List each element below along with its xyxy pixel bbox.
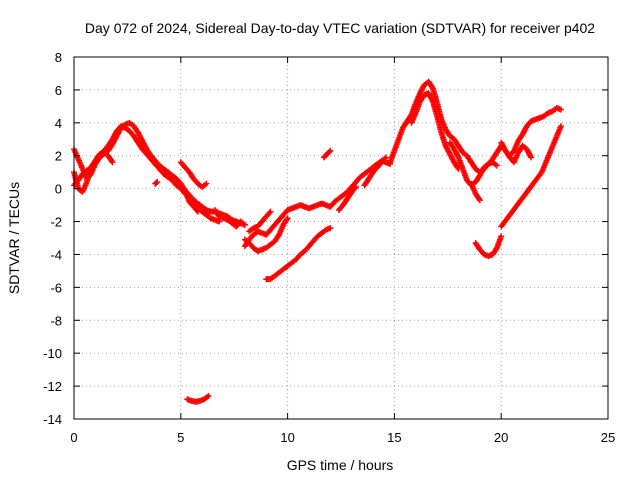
y-tick-label: -12 (43, 379, 62, 394)
data-point (498, 233, 505, 240)
data-point (327, 225, 334, 232)
x-tick-label: 10 (280, 430, 294, 445)
data-point (558, 106, 565, 113)
y-tick-label: 6 (55, 83, 62, 98)
y-tick-label: 4 (55, 116, 62, 131)
y-axis-label: SDTVAR / TECUs (6, 182, 22, 294)
series-track-o (361, 154, 389, 189)
series-track-f (182, 187, 201, 215)
data-point (558, 123, 565, 130)
y-tick-label: -4 (50, 247, 62, 262)
y-tick-label: -2 (50, 215, 62, 230)
series-track-u (498, 139, 535, 166)
y-tick-label: 0 (55, 182, 62, 197)
y-tick-label: -8 (50, 313, 62, 328)
x-axis-ticks: 0 5 10 15 20 25 (70, 57, 615, 445)
data-point (109, 159, 116, 166)
data-point (267, 208, 274, 215)
series-track-h (211, 207, 248, 230)
series-track-v (498, 123, 565, 230)
x-tick-label: 15 (387, 430, 401, 445)
series-track-q (408, 90, 462, 172)
data-point (266, 209, 273, 216)
series-track-t (472, 233, 505, 260)
series-track-l (263, 225, 334, 283)
data-point (284, 215, 291, 222)
series-track-s (468, 180, 483, 204)
data-point (153, 179, 160, 186)
series-track-d (152, 179, 161, 187)
series-track-c (71, 149, 116, 195)
series-track-m (320, 147, 334, 161)
x-tick-label: 20 (494, 430, 508, 445)
data-point (194, 208, 201, 215)
y-tick-label: -10 (43, 346, 62, 361)
data-point (193, 207, 200, 214)
grid-lines (74, 57, 608, 419)
x-axis-label: GPS time / hours (287, 457, 394, 473)
series-track-e (177, 159, 210, 190)
series-track-i (241, 157, 394, 250)
data-point (205, 392, 212, 399)
data-marks (71, 78, 565, 405)
data-point (381, 155, 388, 162)
plot-frame (73, 56, 609, 420)
series-track-j (241, 215, 291, 255)
data-point (326, 148, 333, 155)
data-point (493, 162, 500, 169)
data-point (241, 221, 248, 228)
data-point (352, 183, 359, 190)
chart-title: Day 072 of 2024, Sidereal Day-to-day VTE… (85, 20, 595, 36)
series-track-n (335, 183, 359, 214)
data-point (327, 147, 334, 154)
data-point (203, 180, 210, 187)
series-track-k (246, 208, 274, 235)
y-tick-label: 8 (55, 50, 62, 65)
y-tick-label: -6 (50, 280, 62, 295)
data-point (154, 179, 161, 186)
series-track-g (184, 392, 212, 405)
x-tick-label: 25 (601, 430, 615, 445)
x-tick-label: 5 (177, 430, 184, 445)
data-point (528, 154, 535, 161)
data-point (476, 197, 483, 204)
data-point (351, 185, 358, 192)
y-axis-ticks: -14 -12 -10 -8 -6 -4 -2 0 2 4 6 8 (43, 50, 608, 427)
x-tick-label: 0 (70, 430, 77, 445)
y-tick-label: 2 (55, 149, 62, 164)
data-point (382, 154, 389, 161)
y-tick-label: -14 (43, 412, 62, 427)
